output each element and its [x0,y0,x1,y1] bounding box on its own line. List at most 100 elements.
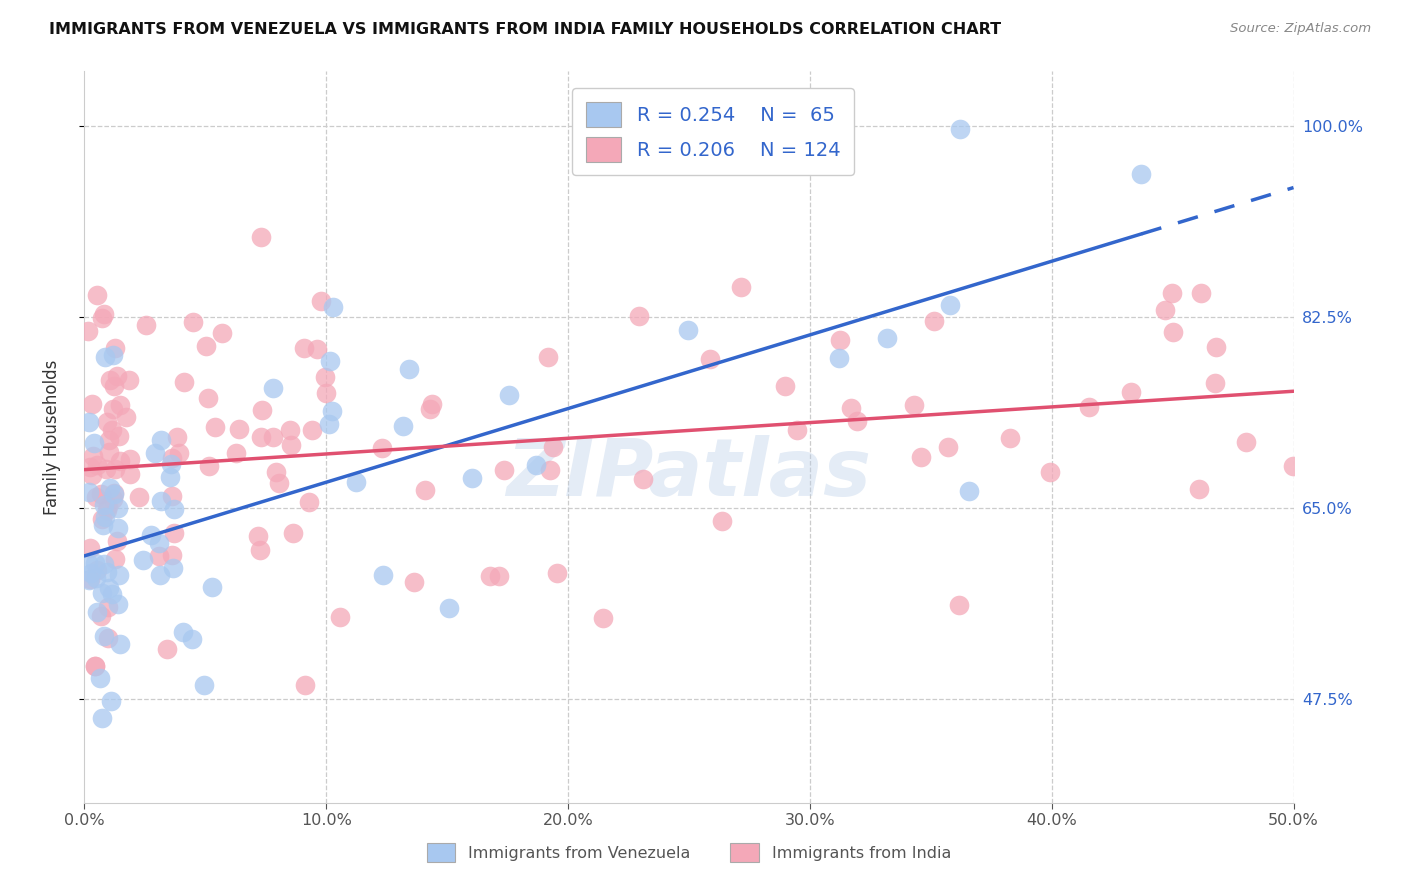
Point [93,307,115,321]
Point [105,534,128,549]
Point [315,386,337,401]
Point [181,632,204,647]
Point [90,609,112,624]
Point [828,351,851,365]
Point [938,441,960,455]
Point [84,490,107,504]
Point [96,415,118,429]
Point [108,429,131,443]
Point [280,424,302,438]
Point [172,624,194,639]
Point [80,566,103,581]
Point [104,341,127,355]
Point [262,381,284,395]
Point [250,229,273,244]
Point [166,430,188,444]
Point [1236,435,1258,450]
Point [101,401,124,416]
Point [90,487,112,501]
Point [398,362,420,376]
Point [321,404,343,418]
Point [91,512,114,526]
Point [160,489,183,503]
Point [249,542,271,557]
Point [948,598,970,612]
Point [160,450,183,465]
Point [150,494,173,508]
Point [420,397,443,411]
Point [84,659,107,673]
Point [948,122,970,136]
Point [250,430,273,444]
Point [103,486,125,500]
Point [104,462,127,476]
Point [162,561,184,575]
Point [247,529,270,543]
Point [107,500,129,515]
Point [1039,466,1062,480]
Point [546,566,568,580]
Point [159,457,181,471]
Point [89,671,111,685]
Point [90,585,112,599]
Point [97,445,120,459]
Point [498,388,520,402]
Point [98,373,121,387]
Point [173,375,195,389]
Point [292,341,315,355]
Point [91,711,114,725]
Point [118,452,141,467]
Point [773,378,796,392]
Point [84,571,107,585]
Point [876,331,898,345]
Point [148,549,170,564]
Point [297,495,319,509]
Point [1119,385,1142,400]
Point [309,294,332,309]
Point [108,454,131,468]
Point [156,642,179,657]
Point [82,450,104,464]
Point [83,435,105,450]
Point [96,503,118,517]
Point [163,502,186,516]
Point [135,318,157,332]
Point [181,315,204,329]
Point [101,587,124,601]
Point [159,470,181,484]
Point [77,485,100,500]
Point [193,678,215,692]
Point [103,492,125,507]
Point [97,499,120,513]
Point [86,605,108,619]
Point [79,573,101,587]
Point [828,333,851,347]
Point [79,541,101,555]
Text: ZIPatlas: ZIPatlas [506,434,872,513]
Point [344,475,367,489]
Point [392,419,415,434]
Point [194,339,217,353]
Point [94,510,117,524]
Point [537,350,560,364]
Point [91,517,114,532]
Point [90,311,112,326]
Y-axis label: Family Households: Family Households [42,359,60,515]
Point [103,348,125,362]
Point [1161,286,1184,301]
Point [699,351,721,366]
Point [839,401,862,416]
Point [492,462,515,476]
Point [100,693,122,707]
Point [103,487,125,501]
Point [1077,400,1099,414]
Point [1187,483,1209,497]
Point [77,415,100,429]
Point [419,401,441,416]
Text: Source: ZipAtlas.com: Source: ZipAtlas.com [1230,22,1371,36]
Point [143,446,166,460]
Point [280,437,302,451]
Point [592,611,614,625]
Point [139,528,162,542]
Point [79,572,101,586]
